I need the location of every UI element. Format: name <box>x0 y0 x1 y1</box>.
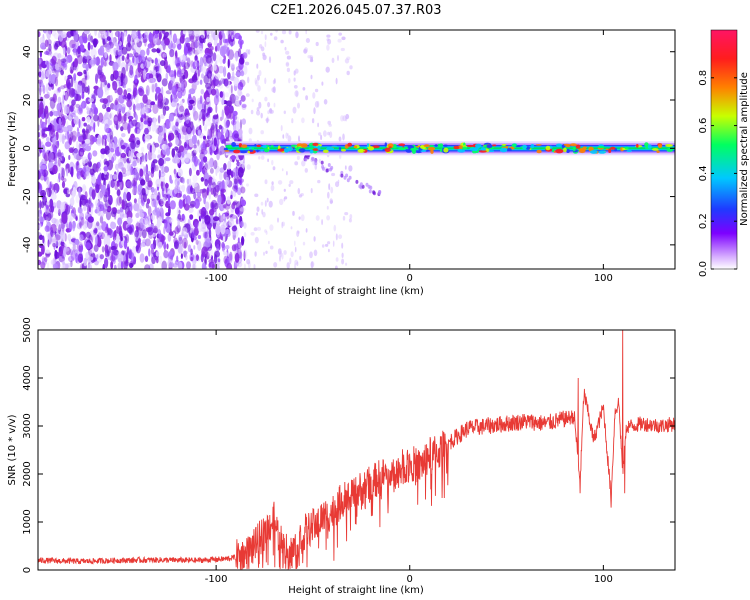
snr-series-line <box>38 330 675 570</box>
spectrogram-xlabel: Height of straight line (km) <box>288 286 424 297</box>
spectrogram-ytick-label: 40 <box>22 45 33 58</box>
colorbar-gradient <box>711 30 737 269</box>
spectrogram-xtick-label: 0 <box>407 273 413 284</box>
spectrogram-xtick-label: -100 <box>205 273 228 284</box>
spectrogram-ylabel: Frequency (Hz) <box>7 111 18 187</box>
snr-ytick-label: 2000 <box>22 461 33 486</box>
chart-title: C2E1.2026.045.07.37.R03 <box>270 3 441 18</box>
colorbar-tick-label: 0.2 <box>698 213 709 229</box>
spectrogram-ytick-label: -20 <box>22 188 33 204</box>
snr-ytick-label: 1000 <box>22 509 33 534</box>
snr-ytick-label: 3000 <box>22 413 33 438</box>
snr-frame <box>37 329 676 571</box>
spectrogram-ytick-label: 0 <box>22 145 33 151</box>
snr-ytick-label: 0 <box>22 567 33 573</box>
colorbar-label: Normalized spectral amplitude <box>739 72 750 226</box>
snr-ylabel: SNR (10 * v/v) <box>7 414 18 485</box>
colorbar-tick-label: 0.0 <box>698 261 709 277</box>
colorbar-frame <box>710 29 738 270</box>
snr-xlabel: Height of straight line (km) <box>288 585 424 596</box>
colorbar: 0.0 0.2 0.4 0.6 0.8 Normalized spectral ampl… <box>698 29 750 277</box>
snr-ytick-label: 4000 <box>22 365 33 390</box>
snr-xtick-label: 0 <box>407 574 413 585</box>
snr-ytick-label: 5000 <box>22 317 33 342</box>
colorbar-tick-label: 0.6 <box>698 118 709 134</box>
snr-xtick-label: -100 <box>205 574 228 585</box>
colorbar-tick-label: 0.8 <box>698 70 709 86</box>
spectrogram-ytick-label: -40 <box>22 237 33 253</box>
spectrogram-ytick-label: 20 <box>22 94 33 107</box>
snr-xtick-label: 100 <box>594 574 613 585</box>
spectrogram-heatmap <box>38 30 675 269</box>
spectrogram-xtick-label: 100 <box>594 273 613 284</box>
colorbar-tick-label: 0.4 <box>698 165 709 181</box>
spectrogram-panel: -100 0 100 -40 -20 0 20 40 Height of straight l… <box>7 29 676 297</box>
spectrogram-frame <box>37 29 676 270</box>
